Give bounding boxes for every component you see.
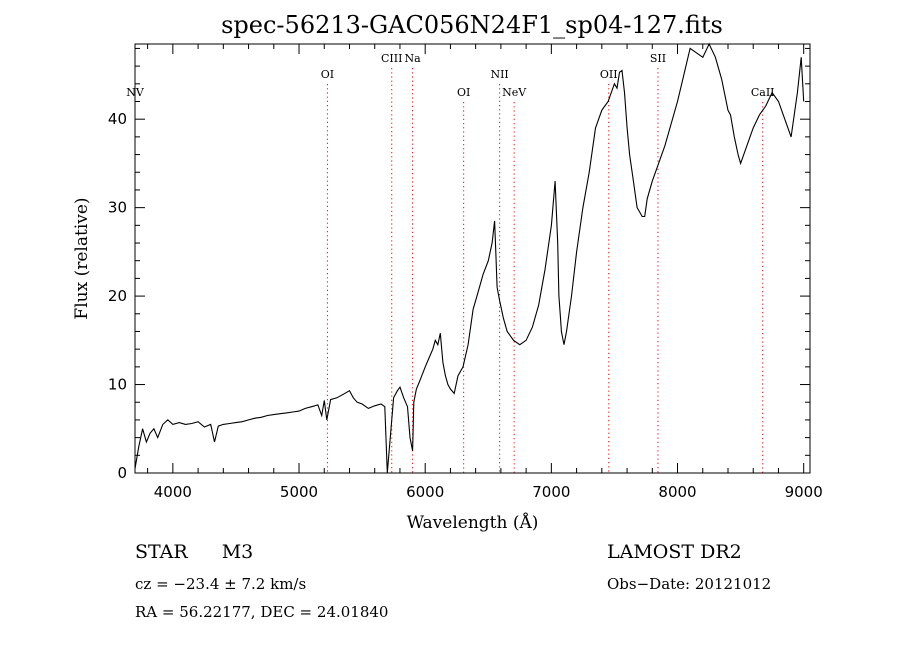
x-tick-label: 8000 xyxy=(658,483,696,501)
spectrum-line xyxy=(134,42,805,474)
line-label: NV xyxy=(126,86,145,99)
line-markers xyxy=(326,68,764,473)
line-label: OI xyxy=(457,86,470,99)
line-label: OII xyxy=(600,68,618,81)
class-line: STAR M3 xyxy=(135,541,253,563)
survey-label: LAMOST DR2 xyxy=(607,541,742,563)
x-axis-label: Wavelength (Å) xyxy=(407,512,539,533)
y-tick-label: 20 xyxy=(108,287,127,305)
coordinates-text: RA = 56.22177, DEC = 24.01840 xyxy=(135,603,389,621)
redshift-text: cz = −23.4 ± 7.2 km/s xyxy=(135,575,307,593)
axis-ticks: 4000 5000 6000 7000 8000 9000 0 10 20 30 40 xyxy=(108,44,823,501)
plot-frame xyxy=(134,43,811,474)
line-labels: NV OI CIII Na OI NII NeV OII SII CaII xyxy=(126,52,774,99)
line-label: OI xyxy=(321,68,334,81)
x-tick-label: 4000 xyxy=(154,483,192,501)
chart-title: spec-56213-GAC056N24F1_sp04-127.fits xyxy=(221,11,723,39)
y-axis-label: Flux (relative) xyxy=(72,197,92,319)
x-tick-label: 9000 xyxy=(785,483,823,501)
y-tick-label: 30 xyxy=(108,199,127,217)
y-tick-label: 40 xyxy=(108,110,127,128)
class-label: STAR xyxy=(135,541,188,563)
line-label: SII xyxy=(650,52,666,65)
obs-date-text: Obs−Date: 20121012 xyxy=(607,575,772,593)
line-label: Na xyxy=(404,52,421,65)
y-tick-label: 0 xyxy=(117,464,127,482)
line-label: CaII xyxy=(751,86,775,99)
x-tick-label: 7000 xyxy=(532,483,570,501)
x-tick-label: 5000 xyxy=(280,483,318,501)
x-tick-label: 6000 xyxy=(406,483,444,501)
line-label: CIII xyxy=(381,52,402,65)
line-label: NII xyxy=(490,68,508,81)
y-tick-label: 10 xyxy=(108,376,127,394)
subclass-label: M3 xyxy=(221,541,254,563)
line-label: NeV xyxy=(502,86,527,99)
